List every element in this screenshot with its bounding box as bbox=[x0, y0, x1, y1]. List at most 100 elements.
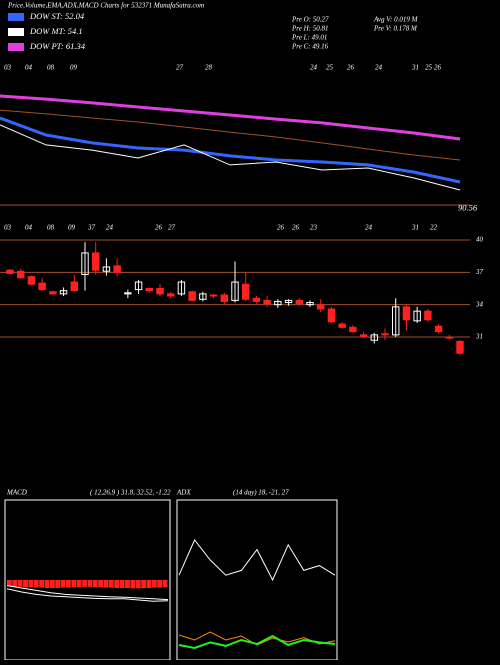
histogram-bar bbox=[119, 580, 125, 588]
candle-body bbox=[274, 300, 282, 306]
date-label: 24 bbox=[375, 64, 383, 72]
candle-body bbox=[59, 290, 68, 295]
candle-body bbox=[6, 269, 14, 274]
panel-subtitle: (14 day) 18, -21, 27 bbox=[233, 489, 289, 497]
date-label: 24 bbox=[365, 224, 373, 232]
histogram-bar bbox=[12, 580, 18, 587]
histogram-bar bbox=[146, 580, 152, 588]
candle-body bbox=[263, 299, 271, 305]
histogram-bar bbox=[23, 580, 28, 588]
y-tick-label: 90.56 bbox=[458, 202, 478, 212]
date-label: 26 bbox=[347, 64, 355, 72]
series-line bbox=[178, 634, 336, 650]
date-label: 08 bbox=[47, 224, 55, 232]
panel-title: ADX bbox=[176, 489, 191, 497]
candle-body bbox=[370, 334, 379, 341]
candle-body bbox=[145, 288, 153, 292]
date-label: 09 bbox=[70, 64, 78, 72]
y-tick-label: 40 bbox=[476, 236, 484, 244]
candle-body bbox=[359, 334, 368, 338]
candle-body bbox=[231, 281, 239, 301]
y-tick-label: 31 bbox=[475, 333, 483, 341]
candle-body bbox=[113, 265, 121, 273]
date-label: 24 bbox=[106, 224, 114, 232]
date-label: 04 bbox=[25, 64, 33, 72]
candle-body bbox=[242, 283, 250, 300]
panel-subtitle: ( 12,26,9 ) 31.8, 32.52, -1.22 bbox=[90, 489, 171, 497]
date-label: 31 bbox=[411, 64, 419, 72]
histogram-bar bbox=[135, 580, 141, 589]
legend-swatch bbox=[8, 28, 24, 36]
candle-body bbox=[156, 288, 164, 295]
candle-body bbox=[17, 270, 25, 279]
candle-body bbox=[102, 266, 111, 272]
histogram-bar bbox=[141, 580, 146, 588]
series-line bbox=[6, 585, 169, 601]
legend-label: DOW MT: 54.1 bbox=[29, 26, 83, 36]
series-line bbox=[0, 116, 461, 184]
date-label: 26 bbox=[277, 224, 285, 232]
histogram-bar bbox=[44, 580, 50, 588]
histogram-bar bbox=[114, 580, 120, 588]
histogram-bar bbox=[7, 580, 12, 586]
series-line bbox=[0, 109, 461, 161]
histogram-bar bbox=[76, 580, 82, 588]
date-label: 31 bbox=[411, 224, 419, 232]
candle-body bbox=[327, 308, 336, 323]
candle-body bbox=[209, 294, 218, 297]
candle-body bbox=[349, 326, 357, 333]
histogram-bar bbox=[17, 580, 23, 587]
candle-body bbox=[124, 292, 132, 295]
date-label: 26 bbox=[434, 64, 442, 72]
stat: Pre L: 49.01 bbox=[291, 34, 327, 42]
date-label: 26 bbox=[155, 224, 163, 232]
date-label: 27 bbox=[168, 224, 176, 232]
candle-body bbox=[295, 299, 304, 305]
stat: Pre O: 50.27 bbox=[291, 16, 329, 24]
candle-body bbox=[434, 325, 443, 333]
histogram-bar bbox=[87, 580, 93, 587]
histogram-bar bbox=[60, 580, 66, 588]
candle-body bbox=[402, 306, 411, 321]
histogram-bar bbox=[71, 580, 77, 588]
candle-body bbox=[167, 293, 175, 297]
date-label: 25 bbox=[425, 64, 433, 72]
candle-body bbox=[424, 310, 432, 321]
candle-body bbox=[81, 252, 89, 275]
candle-body bbox=[252, 297, 261, 302]
histogram-bar bbox=[108, 580, 114, 588]
histogram-bar bbox=[92, 580, 98, 588]
candle-body bbox=[134, 281, 143, 291]
legend-swatch bbox=[8, 13, 24, 21]
date-label: 23 bbox=[310, 224, 318, 232]
date-label: 25 bbox=[326, 64, 334, 72]
histogram-bar bbox=[66, 580, 71, 588]
candle-body bbox=[220, 294, 228, 302]
histogram-bar bbox=[157, 580, 163, 588]
histogram-bar bbox=[49, 580, 55, 588]
y-tick-label: 37 bbox=[475, 268, 484, 276]
candle-body bbox=[413, 310, 421, 322]
candle-body bbox=[381, 333, 389, 336]
histogram-bar bbox=[28, 580, 34, 588]
legend-swatch bbox=[8, 43, 24, 51]
series-line bbox=[0, 94, 461, 141]
series-line bbox=[0, 124, 461, 191]
candle-body bbox=[338, 323, 346, 328]
candle-body bbox=[306, 302, 314, 306]
candle-body bbox=[456, 340, 464, 354]
date-label: 37 bbox=[87, 224, 96, 232]
legend-label: DOW ST: 52.04 bbox=[29, 11, 85, 21]
stat: Avg V: 0.019 M bbox=[373, 16, 419, 24]
stat: Pre C: 49.16 bbox=[291, 43, 329, 51]
candle-body bbox=[284, 299, 293, 304]
candle-body bbox=[317, 304, 325, 310]
candle-body bbox=[445, 336, 454, 339]
series-line bbox=[6, 588, 169, 602]
candle-body bbox=[27, 276, 36, 285]
candle-body bbox=[177, 281, 186, 295]
candle-body bbox=[49, 291, 57, 295]
candle-body bbox=[199, 293, 207, 300]
date-label: 09 bbox=[68, 224, 76, 232]
